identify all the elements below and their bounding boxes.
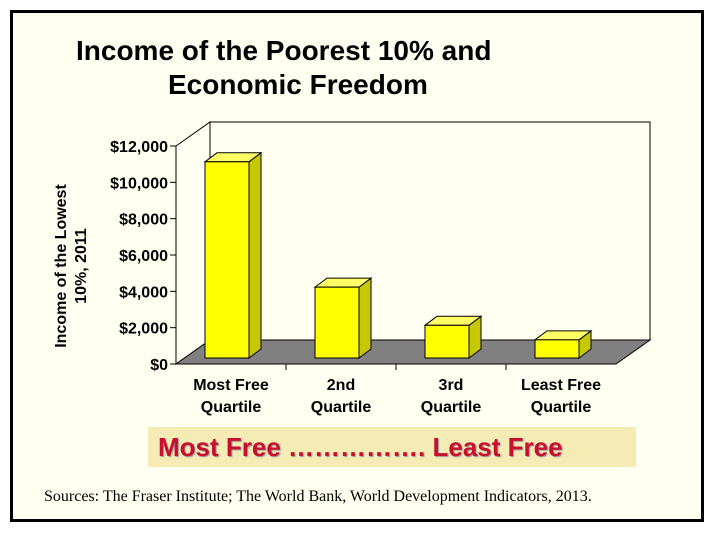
x-tick-label-line: Most Free (193, 377, 269, 394)
x-tick-label: 2nd Quartile (311, 377, 372, 416)
plot-floor (174, 339, 652, 365)
x-tick-label: Most Free Quartile (193, 377, 269, 416)
bar-front (534, 339, 580, 359)
x-tick-label-line: Quartile (531, 399, 592, 416)
x-tick-label-line: Quartile (421, 399, 482, 416)
y-tick-label: $0 (150, 357, 168, 374)
plot-back-wall (209, 121, 651, 341)
bar-2 (313, 277, 373, 359)
chart-title: Income of the Poorest 10% and Economic F… (40, 34, 600, 102)
x-tick-label-line: Quartile (201, 399, 262, 416)
bar-4 (533, 329, 593, 359)
x-tick-label: Least Free Quartile (521, 377, 601, 416)
bar-1 (203, 151, 263, 359)
y-tick-label: $6,000 (119, 248, 168, 265)
y-tick-label: $4,000 (119, 284, 168, 301)
bar-side (248, 151, 262, 359)
freedom-scale-label: Most Free ……………. Least Free (158, 432, 563, 462)
title-line-2: Economic Freedom (168, 69, 428, 100)
x-tick-label-line: Quartile (311, 399, 372, 416)
x-tick-label-line: Least Free (521, 377, 601, 394)
bar-front (204, 161, 250, 359)
y-tick-label: $10,000 (110, 175, 168, 192)
bar-front (424, 324, 470, 359)
y-tick-label: $2,000 (119, 321, 168, 338)
y-tick-label: $12,000 (110, 139, 168, 156)
x-tick-label-line: 3rd (439, 377, 464, 394)
sources-note: Sources: The Fraser Institute; The World… (44, 488, 592, 505)
y-tick-label: $8,000 (119, 212, 168, 229)
x-tick-label: 3rd Quartile (421, 377, 482, 416)
title-line-1: Income of the Poorest 10% and (76, 35, 492, 66)
y-axis-label-line: Income of the Lowest (53, 184, 70, 348)
y-axis-label-line: 10%, 2011 (73, 228, 90, 304)
bar-3 (423, 315, 483, 359)
x-tick-label-line: 2nd (327, 377, 355, 394)
freedom-scale-band (148, 427, 636, 467)
y-axis-label: Income of the Lowest 10%, 2011 (53, 184, 90, 348)
bar-side (358, 277, 372, 359)
bar-front (314, 286, 360, 359)
